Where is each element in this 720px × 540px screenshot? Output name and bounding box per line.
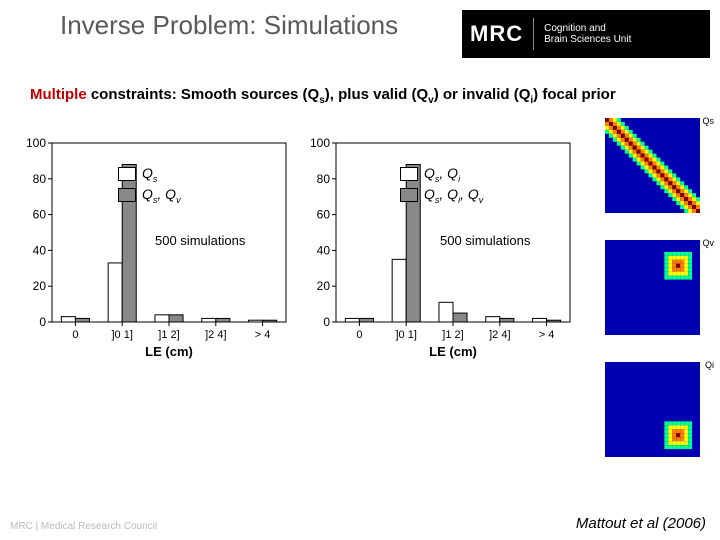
matrix-qv-label: Qv [702,238,714,248]
mrc-logo: MRC Cognition and Brain Sciences Unit [462,10,710,58]
svg-text:]2 4]: ]2 4] [489,329,510,341]
legend-right: Qs, Qi Qs, Qi, Qv [400,165,483,207]
subtitle-lead: Multiple [30,86,87,103]
matrix-qs-label: Qs [702,116,714,126]
svg-text:100: 100 [26,136,46,150]
svg-text:40: 40 [317,243,331,257]
legend-right-textA: Qs, Qi [424,165,460,184]
svg-text:> 4: > 4 [539,329,555,341]
matrix-qi: Qi [605,362,700,457]
matrix-qi-label: Qi [705,360,714,370]
legend-left-textA: Qs [142,165,157,184]
svg-text:]1 2]: ]1 2] [158,329,179,341]
sim-label-left: 500 simulations [155,233,245,248]
matrix-qs: Qs [605,118,700,213]
mrc-sub-line2: Brain Sciences Unit [544,34,631,45]
svg-text:LE (cm): LE (cm) [429,344,477,359]
swatch-white [118,167,136,181]
svg-text:]0 1]: ]0 1] [111,329,132,341]
subtitle-mid2: ) or invalid (Q [434,86,531,103]
matrix-qv: Qv [605,240,700,335]
svg-text:]2 4]: ]2 4] [205,329,226,341]
legend-right-rowB: Qs, Qi, Qv [400,186,483,205]
sim-label-right: 500 simulations [440,233,530,248]
subtitle-end: ) focal prior [533,86,616,103]
legend-right-rowA: Qs, Qi [400,165,483,184]
legend-left: Qs Qs, Qv [118,165,181,207]
svg-text:0: 0 [323,315,330,329]
subtitle-mid1: ), plus valid (Q [325,86,428,103]
divider [533,18,534,50]
subtitle-rest: constraints: Smooth sources (Q [87,86,320,103]
swatch-white [400,167,418,181]
mrc-sub-line1: Cognition and [544,23,606,34]
legend-left-rowA: Qs [118,165,181,184]
svg-text:60: 60 [317,208,331,222]
swatch-grey [400,188,418,202]
svg-text:20: 20 [33,279,47,293]
svg-text:0: 0 [72,329,78,341]
legend-left-textB: Qs, Qv [142,186,181,205]
svg-text:LE (cm): LE (cm) [145,344,193,359]
svg-text:]0 1]: ]0 1] [395,329,416,341]
svg-text:20: 20 [317,279,331,293]
svg-text:> 4: > 4 [255,329,271,341]
svg-text:0: 0 [39,315,46,329]
legend-left-rowB: Qs, Qv [118,186,181,205]
legend-right-textB: Qs, Qi, Qv [424,186,483,205]
svg-text:80: 80 [317,172,331,186]
svg-text:60: 60 [33,208,47,222]
svg-text:0: 0 [356,329,362,341]
subtitle: Multiple constraints: Smooth sources (Qs… [30,86,616,106]
citation: Mattout et al (2006) [576,515,706,532]
svg-text:80: 80 [33,172,47,186]
svg-text:]1 2]: ]1 2] [442,329,463,341]
mrc-logo-text: MRC [470,21,523,47]
mrc-logo-sub: Cognition and Brain Sciences Unit [544,23,631,46]
footer-mrc: MRC | Medical Research Council [10,521,157,532]
page-title: Inverse Problem: Simulations [60,10,398,41]
svg-text:100: 100 [310,136,330,150]
svg-text:40: 40 [33,243,47,257]
swatch-grey [118,188,136,202]
